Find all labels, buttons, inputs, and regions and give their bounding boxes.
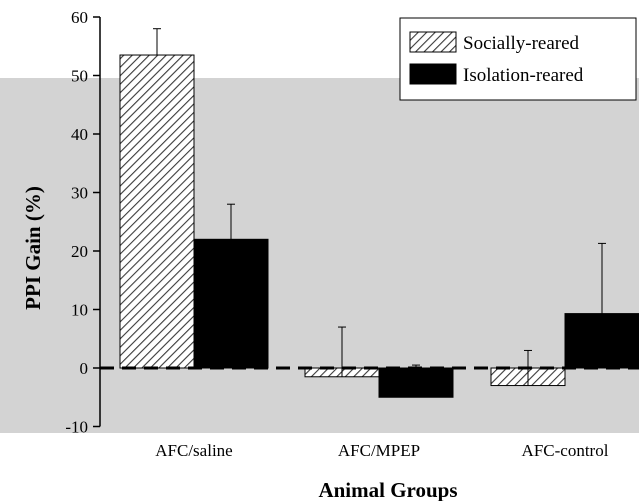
axis-layer: 60 50 40 30 20 10 0 -10 AFC/saline AFC/MPEP AFC-co… [65,8,608,460]
x-tick-label: AFC/saline [155,441,232,460]
y-tick-label: 10 [71,301,88,320]
y-axis-title: PPI Gain (%) [21,186,45,310]
y-tick-label: -10 [65,418,88,437]
y-tick-label: 0 [80,359,89,378]
error-bar [598,242,606,314]
bar-isolation-reared-1 [193,238,269,369]
legend-swatch [409,63,457,85]
bar-isolation-reared-3 [564,313,639,369]
legend-swatch [409,31,457,53]
legend-label: Socially-reared [463,33,580,54]
error-bar [412,364,420,398]
y-tick-label: 50 [71,67,88,86]
legend-label: Isolation-reared [463,65,584,86]
legend-box [399,17,637,101]
x-axis-title: Animal Groups [318,478,457,501]
bars-layer [100,28,639,398]
x-tick-label: AFC/MPEP [338,441,420,460]
bar-socially-reared-1 [119,54,195,369]
y-tick-label: 30 [71,184,88,203]
y-tick-label: 40 [71,125,88,144]
error-bar [227,203,235,240]
y-tick-label: 20 [71,242,88,261]
legend: Socially-reared Isolation-reared [399,17,637,101]
y-tick-label: 60 [71,8,88,27]
error-bar [153,28,161,56]
x-tick-label: AFC-control [522,441,609,460]
